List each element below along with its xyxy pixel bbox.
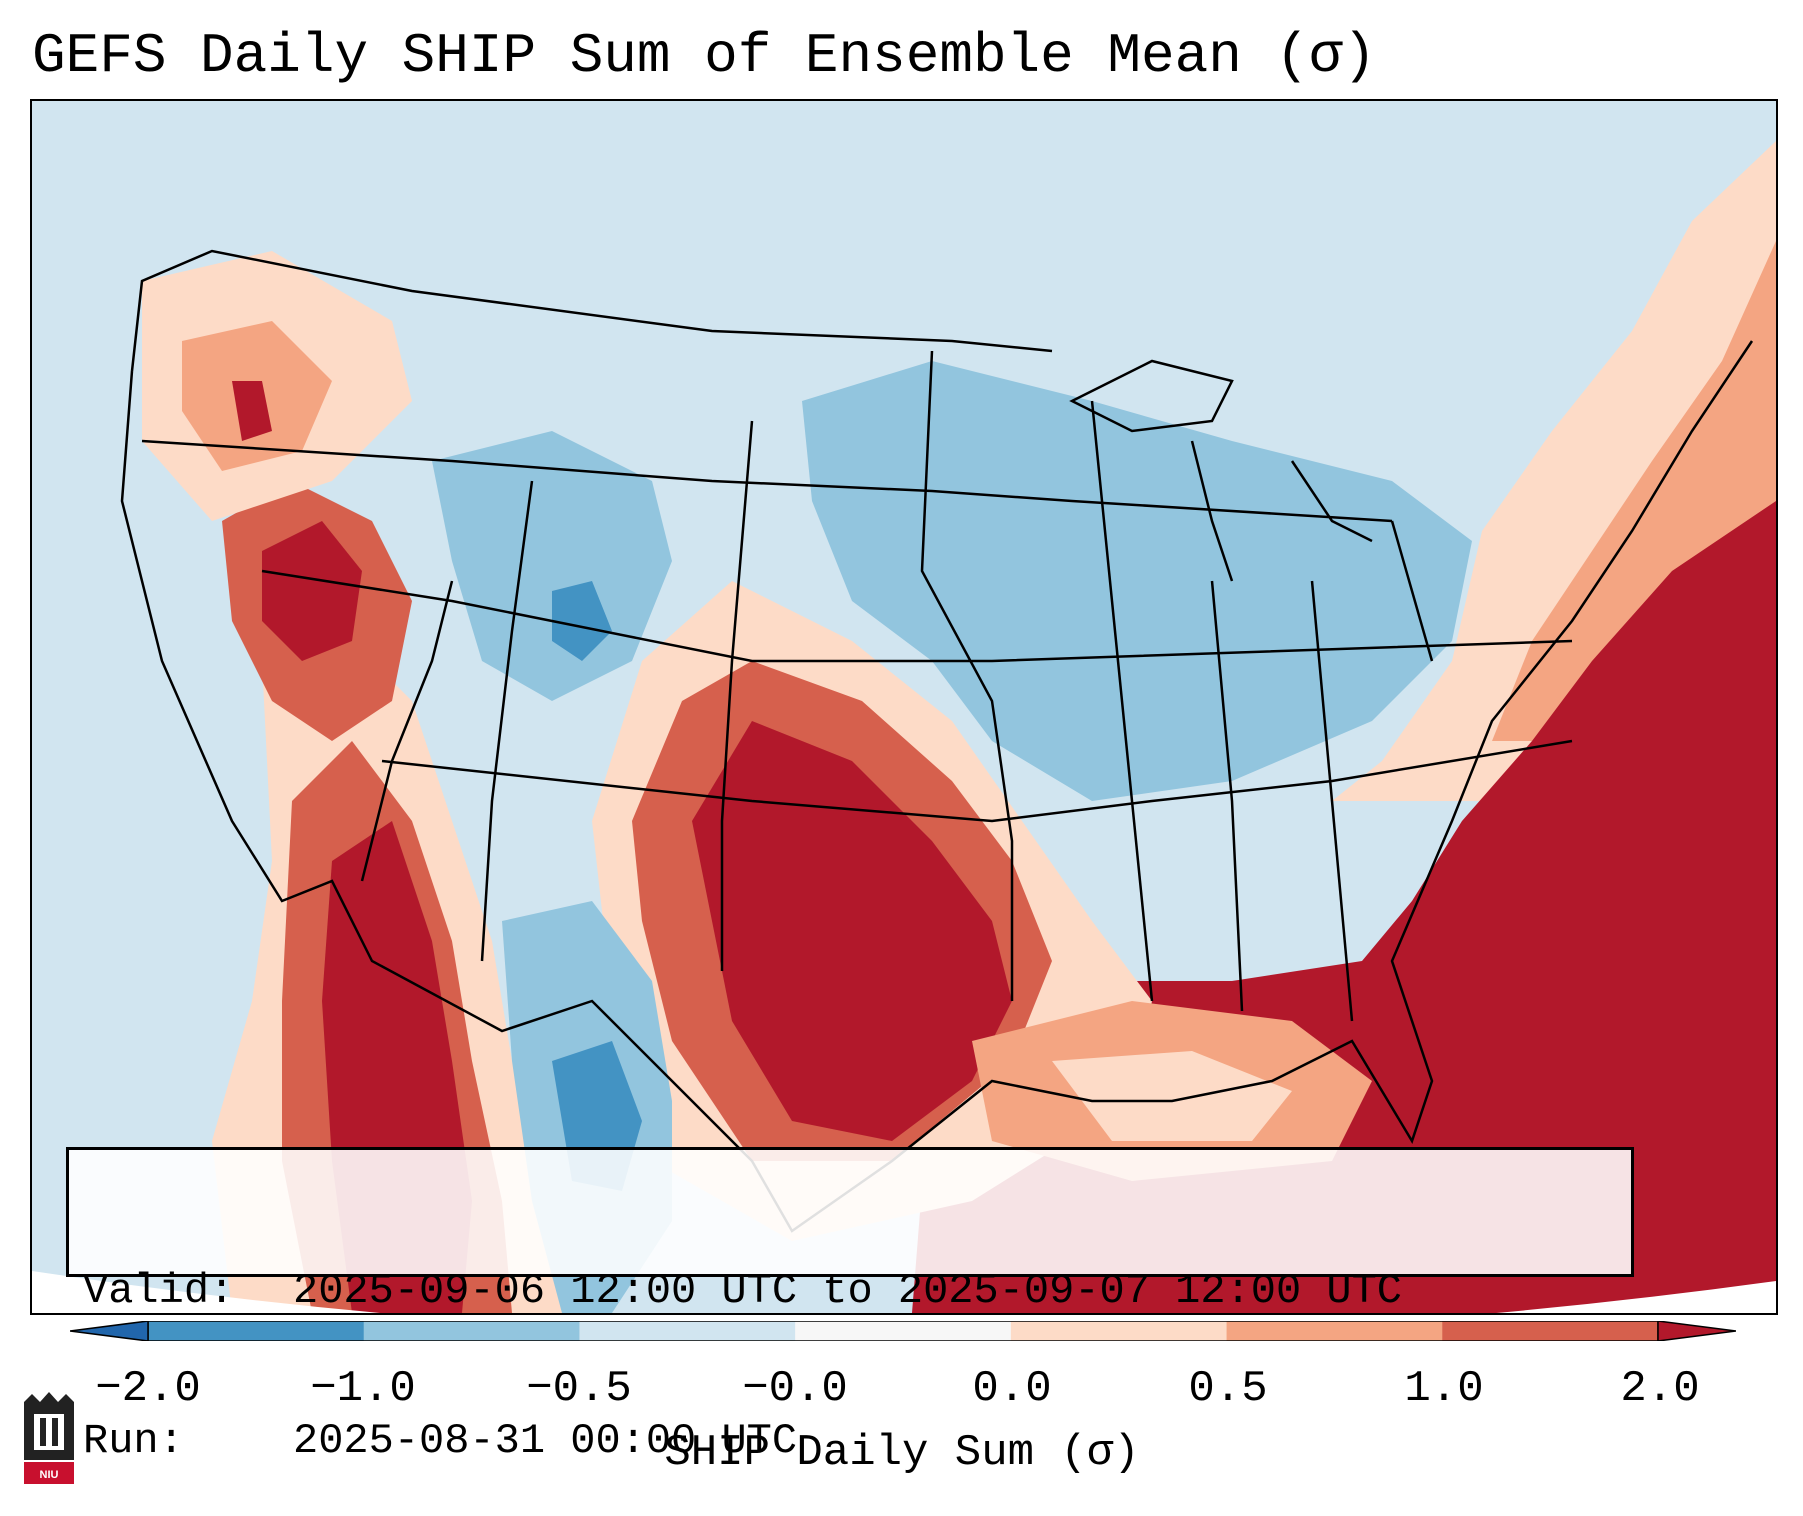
run-label: Run: [83, 1417, 184, 1465]
state-line-row-3 [381, 739, 1573, 823]
logo-text: NIU [40, 1469, 59, 1481]
projection-edge [32, 1271, 1776, 1313]
map-canvas [32, 141, 1776, 1313]
tick-label: −0.5 [526, 1364, 632, 1414]
plains-east-line [920, 350, 1014, 1001]
colorbar-extend-high [1657, 1321, 1736, 1341]
colorbar-segment [363, 1321, 580, 1341]
tick-label: 1.0 [1404, 1364, 1484, 1414]
pennsylvania-line [1390, 520, 1434, 662]
colorbar-segment [1010, 1321, 1228, 1341]
lake-huron-outline [1290, 460, 1373, 543]
niu-logo: NIU [24, 1392, 74, 1484]
basin-anomaly-strong [262, 521, 362, 661]
map-panel [30, 99, 1778, 1315]
colorbar-segment [1226, 1321, 1443, 1341]
utah-colorado-line [480, 480, 534, 962]
run-value: 2025-08-31 00:00 UTC [293, 1417, 798, 1465]
tick-label: 0.0 [972, 1364, 1052, 1414]
alabama-line [1210, 580, 1244, 1012]
validity-info-box: Valid: 2025-09-06 12:00 UTC to 2025-09-07… [66, 1147, 1634, 1465]
georgia-line [1310, 580, 1354, 1022]
us-canada-border [130, 249, 1053, 372]
tick-label: −1.0 [310, 1364, 416, 1414]
boundaries [120, 249, 1754, 1233]
colorbar-extend-low [70, 1321, 149, 1341]
lake-superior-outline [1069, 359, 1234, 433]
great-lakes [1069, 359, 1373, 582]
tick-label: 0.5 [1188, 1364, 1268, 1414]
plains-anomaly-strong [692, 721, 1012, 1141]
colorado-kansas-line [720, 420, 754, 971]
colorbar-label: SHIP Daily Sum (σ) [664, 1428, 1140, 1478]
midwest-anomaly-cool [802, 361, 1472, 801]
valid-value: 2025-09-06 12:00 UTC to 2025-09-07 12:00… [293, 1267, 1402, 1315]
colorbar-segment [579, 1321, 796, 1341]
coastline [120, 340, 1754, 1233]
mississippi-line [1090, 400, 1154, 1002]
northwest-anomaly-strong [232, 381, 272, 441]
colorbar-segment [148, 1321, 365, 1341]
tick-label: −2.0 [95, 1364, 201, 1414]
gulf-anomaly-light [1052, 1051, 1292, 1141]
colorbar-segment [795, 1321, 1012, 1341]
rockies-anomaly-strong-cool [552, 581, 612, 661]
valid-label: Valid: [83, 1267, 235, 1315]
rockies-anomaly-cool [432, 431, 672, 701]
lake-michigan-outline [1190, 440, 1234, 582]
colorbar-segment [1442, 1321, 1659, 1341]
map-title: GEFS Daily SHIP Sum of Ensemble Mean (σ) [32, 24, 1377, 88]
tick-label: −0.0 [742, 1364, 848, 1414]
state-line-row-1 [141, 439, 1393, 523]
colorbar [70, 1321, 1736, 1341]
tick-label: 2.0 [1620, 1364, 1700, 1414]
state-line-row-2 [261, 569, 1573, 663]
nevada-utah-line [360, 580, 454, 882]
